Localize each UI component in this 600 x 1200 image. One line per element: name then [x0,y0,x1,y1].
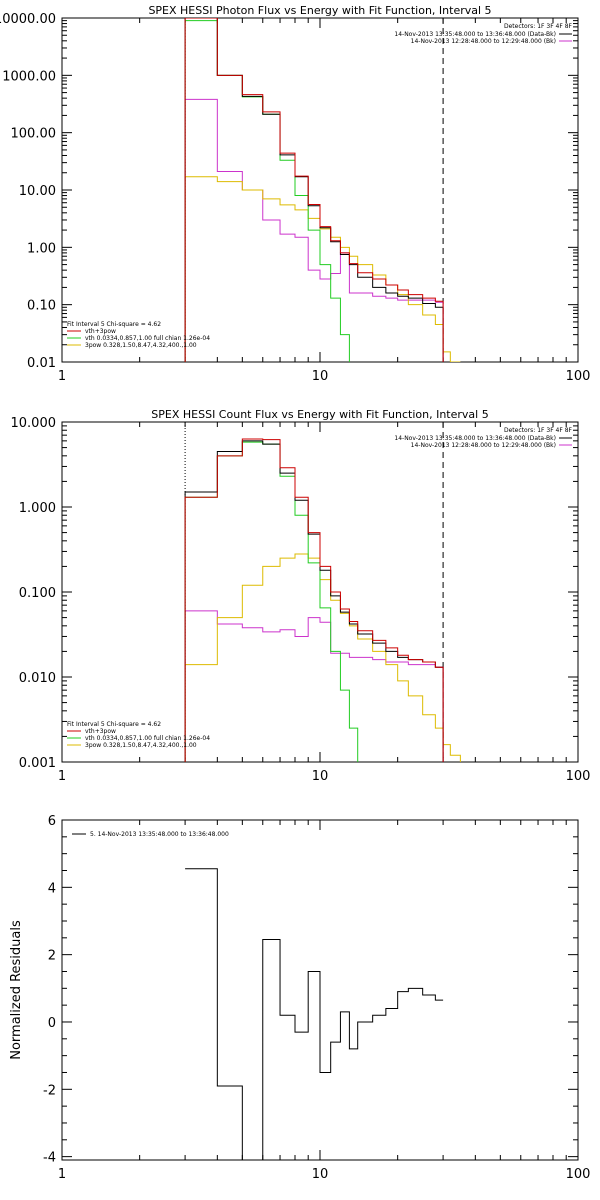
legend-fit-header: Fit Interval 5 Chi-square = 4.62 [67,321,161,328]
series-data-bk [184,440,444,762]
y-tick-label: 0.10 [27,299,56,314]
y-tick-label: 0.001 [19,756,56,771]
x-tick-label: 10 [312,369,329,384]
legend-bottom-left: Fit Interval 5 Chi-square = 4.62vth+3pow… [67,721,210,749]
legend-entry-label: 3pow 0.328,1.50,8.47,4.32,400.,1.00 [85,742,197,749]
series-3pow [184,176,461,362]
chart-panel-1: SPEX HESSI Photon Flux vs Energy with Fi… [0,4,590,384]
series-3pow [184,553,461,762]
y-ticks: 0.001 0.010 0.100 1.000 10.000 [11,416,578,771]
y-axis-label: Normalized Residuals [9,920,24,1060]
y-tick-label: 10.00 [19,184,56,199]
chart-panel-2: SPEX HESSI Count Flux vs Energy with Fit… [11,408,591,784]
y-tick-label: 2 [48,949,56,964]
legend-residuals: 5. 14-Nov-2013 13:35:48.000 to 13:36:48.… [72,831,229,838]
legend-fit-header: Fit Interval 5 Chi-square = 4.62 [67,721,161,728]
series-vth [184,20,359,362]
y-tick-label: 100.00 [11,127,57,142]
y-tick-label: 1.00 [27,241,56,256]
y-tick-label: 0.01 [27,356,56,371]
x-tick-label: 100 [566,369,591,384]
chart-title: SPEX HESSI Count Flux vs Energy with Fit… [151,408,488,421]
legend-entry-label: 14-Nov-2013 13:35:48.000 to 13:36:48.000… [394,31,556,38]
y-ticks: -4 -2 0 2 4 6 [43,814,578,1166]
chart-title: SPEX HESSI Photon Flux vs Energy with Fi… [148,4,491,17]
legend-entry-label: 5. 14-Nov-2013 13:35:48.000 to 13:36:48.… [90,831,229,838]
y-ticks: 0.01 0.10 1.00 10.00 100.00 1000.00 10000.00 [0,12,578,371]
x-tick-label: 10 [312,769,329,784]
x-tick-label: 1 [58,769,66,784]
legend-detectors: Detectors: 1F 3F 4F 8F [504,427,573,434]
legend-bottom-left: Fit Interval 5 Chi-square = 4.62vth+3pow… [67,321,210,349]
y-tick-label: 10.000 [11,416,57,431]
series-vth-3pow [184,438,444,762]
x-tick-label: 100 [566,1167,591,1182]
y-tick-label: 0.100 [19,586,56,601]
legend-entry-label: vth 0.0334,0.857,1.00 full chian 1.26e-0… [85,335,210,342]
y-tick-label: 10000.00 [0,12,56,27]
x-tick-label: 100 [566,769,591,784]
y-tick-label: 6 [48,814,56,829]
legend-entry-label: vth+3pow [85,328,116,335]
plot-area [185,868,444,1160]
legend-detectors: Detectors: 1F 3F 4F 8F [504,23,573,30]
x-tick-label: 1 [58,1167,66,1182]
x-ticks: 1 10 100 [58,18,591,384]
chart-panel-3: 1 10 100 -4 -2 0 2 4 6 Normalized Residuals 5. 14-… [9,814,590,1182]
x-tick-label: 10 [312,1167,329,1182]
legend-entry-label: vth 0.0334,0.857,1.00 full chian 1.26e-0… [85,735,210,742]
series-vth-3pow [184,18,444,362]
legend-entry-label: 3pow 0.328,1.50,8.47,4.32,400.,1.00 [85,342,197,349]
y-tick-label: 0 [48,1016,56,1031]
plot-frame [61,17,579,363]
series-data-bk [184,18,444,362]
plot-area [184,422,461,762]
x-ticks: 1 10 100 [58,422,591,784]
plot-area [184,18,461,362]
y-tick-label: -4 [43,1151,56,1166]
series-vth [184,441,359,762]
y-tick-label: 1000.00 [2,69,56,84]
series-5-14-nov-2013-13-35-48-000-to-13-36-48-000 [185,868,444,1160]
x-ticks: 1 10 100 [58,820,591,1182]
y-tick-label: 1.000 [19,501,56,516]
legend-entry-label: vth+3pow [85,728,116,735]
legend-entry-label: 14-Nov-2013 13:35:48.000 to 13:36:48.000… [394,435,556,442]
legend-entry-label: 14-Nov-2013 12:28:48.000 to 12:29:48.000… [411,38,556,45]
series-bk [184,98,444,362]
x-tick-label: 1 [58,369,66,384]
series-bk [184,610,444,762]
legend-entry-label: 14-Nov-2013 12:28:48.000 to 12:29:48.000… [411,442,556,449]
y-tick-label: -2 [43,1083,56,1098]
y-tick-label: 4 [48,881,56,896]
y-tick-label: 0.010 [19,671,56,686]
